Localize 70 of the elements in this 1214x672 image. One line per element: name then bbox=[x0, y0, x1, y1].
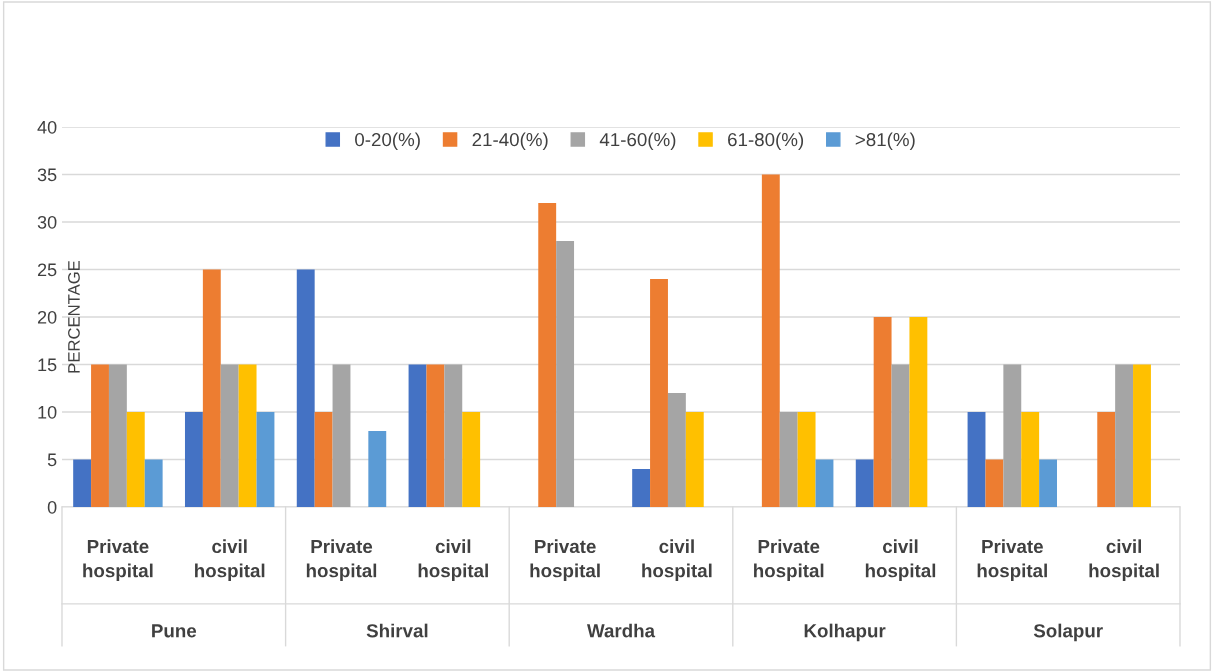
legend-label: 41-60(%) bbox=[599, 132, 676, 150]
bar bbox=[1021, 412, 1040, 507]
y-tick-label: 40 bbox=[37, 120, 57, 134]
bar bbox=[91, 364, 109, 507]
bar bbox=[797, 412, 816, 507]
y-tick-label: 25 bbox=[37, 263, 57, 277]
bar bbox=[967, 412, 986, 507]
bar bbox=[332, 364, 351, 507]
bar bbox=[108, 364, 127, 507]
bar bbox=[202, 269, 221, 507]
y-tick-label: 30 bbox=[37, 215, 57, 229]
y-tick-label: 5 bbox=[47, 453, 57, 467]
bar bbox=[1115, 364, 1134, 507]
y-tick-label: 15 bbox=[38, 358, 57, 372]
bar bbox=[144, 459, 163, 507]
bar bbox=[873, 317, 892, 507]
bar bbox=[73, 459, 92, 507]
bar bbox=[855, 459, 874, 507]
bar bbox=[1039, 459, 1058, 507]
y-tick-label: 0 bbox=[47, 500, 57, 514]
x-tick-label: civil hospital bbox=[1089, 539, 1159, 582]
bar bbox=[220, 364, 239, 507]
text: Kolhapur bbox=[804, 623, 886, 642]
bar bbox=[184, 412, 203, 507]
text: Pune bbox=[152, 624, 197, 638]
bar bbox=[1097, 412, 1116, 507]
bar bbox=[909, 317, 928, 507]
x-tick-label: Private hospital bbox=[83, 539, 153, 582]
y-tick-label: 20 bbox=[37, 310, 57, 324]
legend-label: 61-80(%) bbox=[728, 132, 804, 150]
bar bbox=[314, 412, 333, 507]
bar bbox=[538, 203, 557, 507]
bar bbox=[891, 364, 910, 507]
legend-label: >81(%) bbox=[855, 132, 915, 150]
x-tick-label: civil hospital bbox=[418, 539, 488, 582]
bar bbox=[632, 469, 651, 507]
bar bbox=[238, 364, 257, 507]
x-tick-label: civil hospital bbox=[642, 539, 712, 582]
legend-label: 0-20(%) bbox=[355, 132, 420, 150]
bar bbox=[462, 412, 481, 507]
bar bbox=[444, 364, 463, 507]
text: Wardha bbox=[586, 623, 656, 638]
bar bbox=[426, 364, 445, 507]
bar bbox=[368, 431, 387, 507]
bar bbox=[256, 412, 275, 507]
x-tick-label: Private hospital bbox=[530, 539, 600, 582]
bar bbox=[1133, 364, 1151, 507]
x-tick-label: Private hospital bbox=[306, 539, 377, 582]
y-tick-label: 35 bbox=[37, 168, 57, 182]
text: Solapur bbox=[1033, 623, 1103, 642]
y-tick-label: 10 bbox=[38, 405, 57, 419]
legend-label: 21-40(%) bbox=[472, 132, 548, 150]
bar bbox=[1003, 364, 1022, 507]
bar bbox=[667, 393, 686, 507]
bar bbox=[556, 241, 575, 507]
bar bbox=[685, 412, 704, 507]
x-tick-label: civil hospital bbox=[865, 539, 936, 582]
bar bbox=[985, 459, 1004, 507]
text: Shirval bbox=[366, 623, 428, 638]
bar bbox=[126, 412, 145, 507]
bar bbox=[815, 459, 834, 507]
x-tick-label: civil hospital bbox=[195, 539, 265, 582]
bar bbox=[650, 279, 668, 507]
bar bbox=[296, 269, 315, 507]
y-axis-title: PERCENTAGE bbox=[68, 260, 80, 373]
x-tick-label: Private hospital bbox=[754, 539, 824, 582]
x-tick-label: Private hospital bbox=[977, 539, 1047, 582]
bar bbox=[408, 364, 427, 507]
bar bbox=[779, 412, 798, 507]
bar bbox=[761, 174, 780, 507]
